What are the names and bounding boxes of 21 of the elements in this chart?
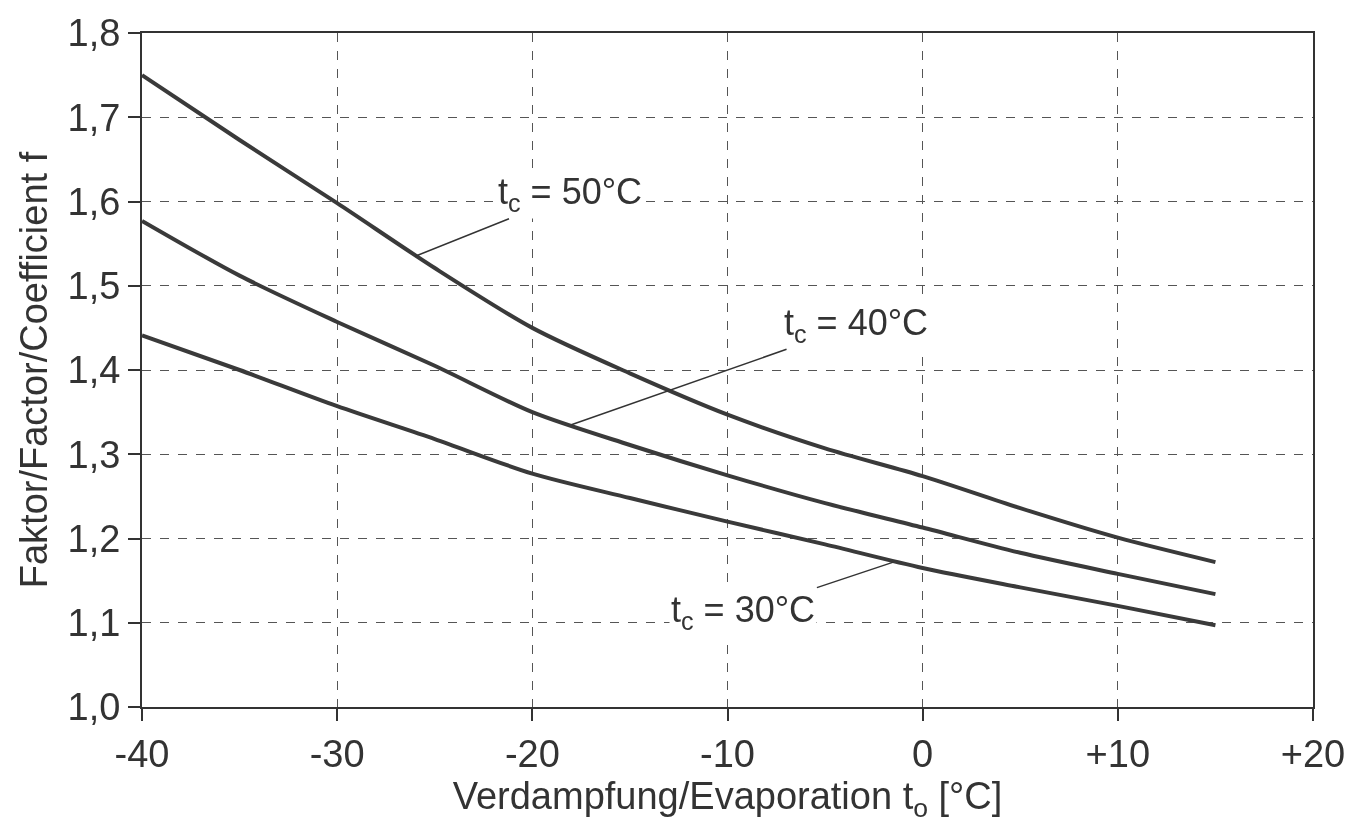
y-tick-label: 1,0 (67, 686, 121, 729)
y-tick-label: 1,7 (67, 96, 121, 139)
y-tick-label: 1,8 (67, 12, 121, 55)
x-tick-label: -30 (309, 732, 365, 775)
x-tick-label: -40 (114, 732, 170, 775)
y-tick-label: 1,5 (67, 265, 121, 308)
x-tick-label: +10 (1085, 732, 1151, 775)
y-tick-label: 1,1 (67, 602, 121, 645)
x-axis-title: Verdampfung/Evaporation t$_{o}$ [°C] (452, 774, 1003, 823)
x-tick-label: +20 (1280, 732, 1346, 775)
x-tick-label: -20 (504, 732, 560, 775)
y-tick-label: 1,2 (67, 517, 121, 560)
y-axis-title: Faktor/Factor/Coefficient f (13, 151, 56, 589)
x-tick-label: 0 (912, 732, 934, 775)
x-tick-label: -10 (700, 732, 755, 775)
y-tick-label: 1,6 (67, 180, 121, 223)
annotation: t$_{c}$ = 50°C (498, 171, 643, 217)
y-tick-label: 1,4 (67, 349, 121, 392)
annotation: t$_{c}$ = 40°C (784, 302, 929, 348)
annotation: t$_{c}$ = 30°C (671, 589, 816, 635)
y-tick-label: 1,3 (67, 433, 121, 476)
